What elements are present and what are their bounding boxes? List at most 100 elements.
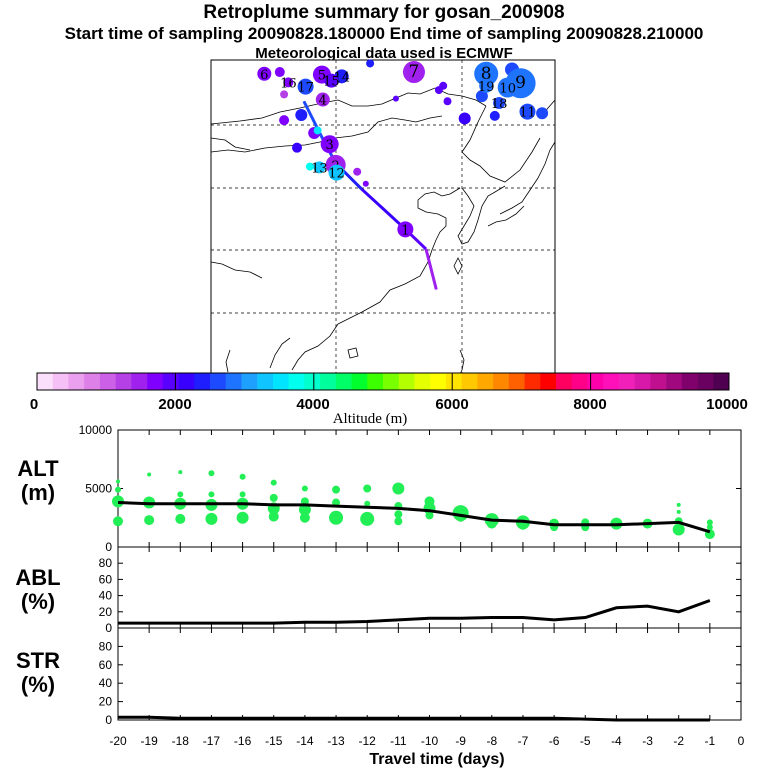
x-tick-label: -16 (234, 734, 252, 748)
coastlines-and-borders (210, 87, 556, 379)
x-tick-label: -12 (359, 734, 377, 748)
cluster-marker (402, 61, 425, 84)
colorbar-swatch (288, 373, 305, 390)
colorbar-swatch (99, 373, 116, 390)
colorbar-swatch (37, 373, 54, 390)
cluster-label: 9 (515, 73, 526, 93)
cluster-marker (474, 61, 499, 86)
colorbar-swatch (257, 373, 274, 390)
colorbar-swatch (540, 373, 557, 390)
plume-dot (475, 90, 488, 103)
colorbar-swatch (445, 373, 462, 390)
colorbar-swatch (508, 373, 525, 390)
alt-cluster-dot (208, 470, 215, 477)
colorbar-swatch (618, 373, 635, 390)
alt-cluster-dot (394, 510, 403, 519)
x-tick-label: -3 (642, 734, 653, 748)
alt-cluster-dot (706, 519, 713, 526)
plume-dot (443, 97, 452, 106)
cluster-marker (283, 77, 294, 88)
cluster-label: 15 (323, 75, 340, 90)
alt-cluster-dot (112, 495, 124, 508)
x-tick-labels: -20 -19 -18 -17 -16 -15 -14 -13 -12 -11 -10 -9 -8 -7-… (109, 734, 744, 748)
x-tick-label: -13 (327, 734, 345, 748)
colorbar-swatch (477, 373, 494, 390)
colorbar-swatch (84, 373, 101, 390)
x-tick-label: -9 (455, 734, 466, 748)
alt-cluster-dot (392, 482, 405, 495)
plume-dot (536, 107, 549, 120)
alt-cluster-dot (268, 511, 279, 522)
colorbar-swatch (414, 373, 431, 390)
plume-dot (439, 81, 448, 90)
alt-cluster-dot (329, 510, 344, 525)
colorbar-swatch (131, 373, 148, 390)
abl-panel: 0 20 40 60 80 (99, 546, 742, 635)
colorbar-swatch (210, 373, 227, 390)
plume-dot (489, 110, 500, 121)
alt-cluster-dot (298, 503, 311, 516)
x-tick-label: -6 (549, 734, 560, 748)
cluster-label: 10 (499, 82, 516, 97)
colorbar-tick-labels: 0 2000 4000 6000 8000 10000 (30, 396, 748, 413)
cluster-marker (493, 96, 506, 109)
x-tick-label: -15 (265, 734, 283, 748)
colorbar-swatch (162, 373, 179, 390)
cluster-marker (479, 78, 494, 93)
alt-cluster-dot (269, 493, 278, 502)
alt-cluster-dot (113, 516, 123, 527)
sampling-time-line: Start time of sampling 20090828.180000 E… (64, 24, 704, 43)
y-tick-label: 0 (105, 621, 112, 635)
alt-cluster-dot (144, 515, 155, 526)
abl-series-line (118, 599, 711, 625)
colorbar-swatch (556, 373, 573, 390)
colorbar-tick-label: 0 (30, 396, 38, 413)
y-tick-label: 80 (99, 556, 113, 570)
cluster-label: 17 (297, 81, 314, 96)
cluster-label: 16 (280, 76, 297, 91)
alt-cluster-dot (394, 517, 403, 526)
colorbar-swatch (697, 373, 714, 390)
alt-cluster-dot (425, 511, 434, 520)
alt-cluster-dot (299, 512, 310, 523)
x-tick-label: -18 (172, 734, 190, 748)
cluster-label: 6 (260, 68, 268, 83)
colorbar-tick-label: 4000 (296, 396, 329, 413)
plume-dot (458, 112, 471, 125)
plume-dot (280, 90, 289, 99)
cluster-label: 3 (326, 138, 334, 153)
alt-cluster-dot (115, 486, 121, 493)
map-gridlines (211, 60, 555, 378)
str-panel: 0 20 40 60 80 (99, 627, 742, 727)
alt-cluster-dot (676, 502, 681, 507)
colorbar-swatch (241, 373, 258, 390)
alt-ylabel: ALT (17, 456, 59, 481)
plume-dot (295, 109, 308, 122)
cluster-marker (320, 135, 339, 154)
plume-dot (353, 167, 362, 176)
x-tick-label: -4 (611, 734, 622, 748)
alt-series-line (117, 501, 711, 534)
alt-ylabel-unit: (m) (21, 480, 55, 505)
colorbar-swatch (398, 373, 415, 390)
x-tick-label: -11 (390, 734, 407, 748)
colorbar-swatch (634, 373, 651, 390)
colorbar-swatch (383, 373, 400, 390)
alt-frame (117, 429, 742, 548)
y-tick-label: 80 (99, 639, 113, 653)
colorbar-swatch (571, 373, 588, 390)
x-tick-label: -5 (580, 734, 591, 748)
plume-dot (392, 95, 399, 102)
colorbar-swatch (225, 373, 242, 390)
y-tick-label: 20 (99, 605, 113, 619)
colorbar-swatch (524, 373, 541, 390)
alt-cluster-dot (364, 500, 371, 507)
cluster-marker (313, 161, 326, 174)
colorbar-swatch (367, 373, 384, 390)
str-frame (117, 627, 742, 721)
plume-dot (362, 180, 369, 187)
colorbar-swatch (272, 373, 289, 390)
x-tick-label: -7 (518, 734, 529, 748)
cluster-label: 8 (481, 64, 492, 84)
